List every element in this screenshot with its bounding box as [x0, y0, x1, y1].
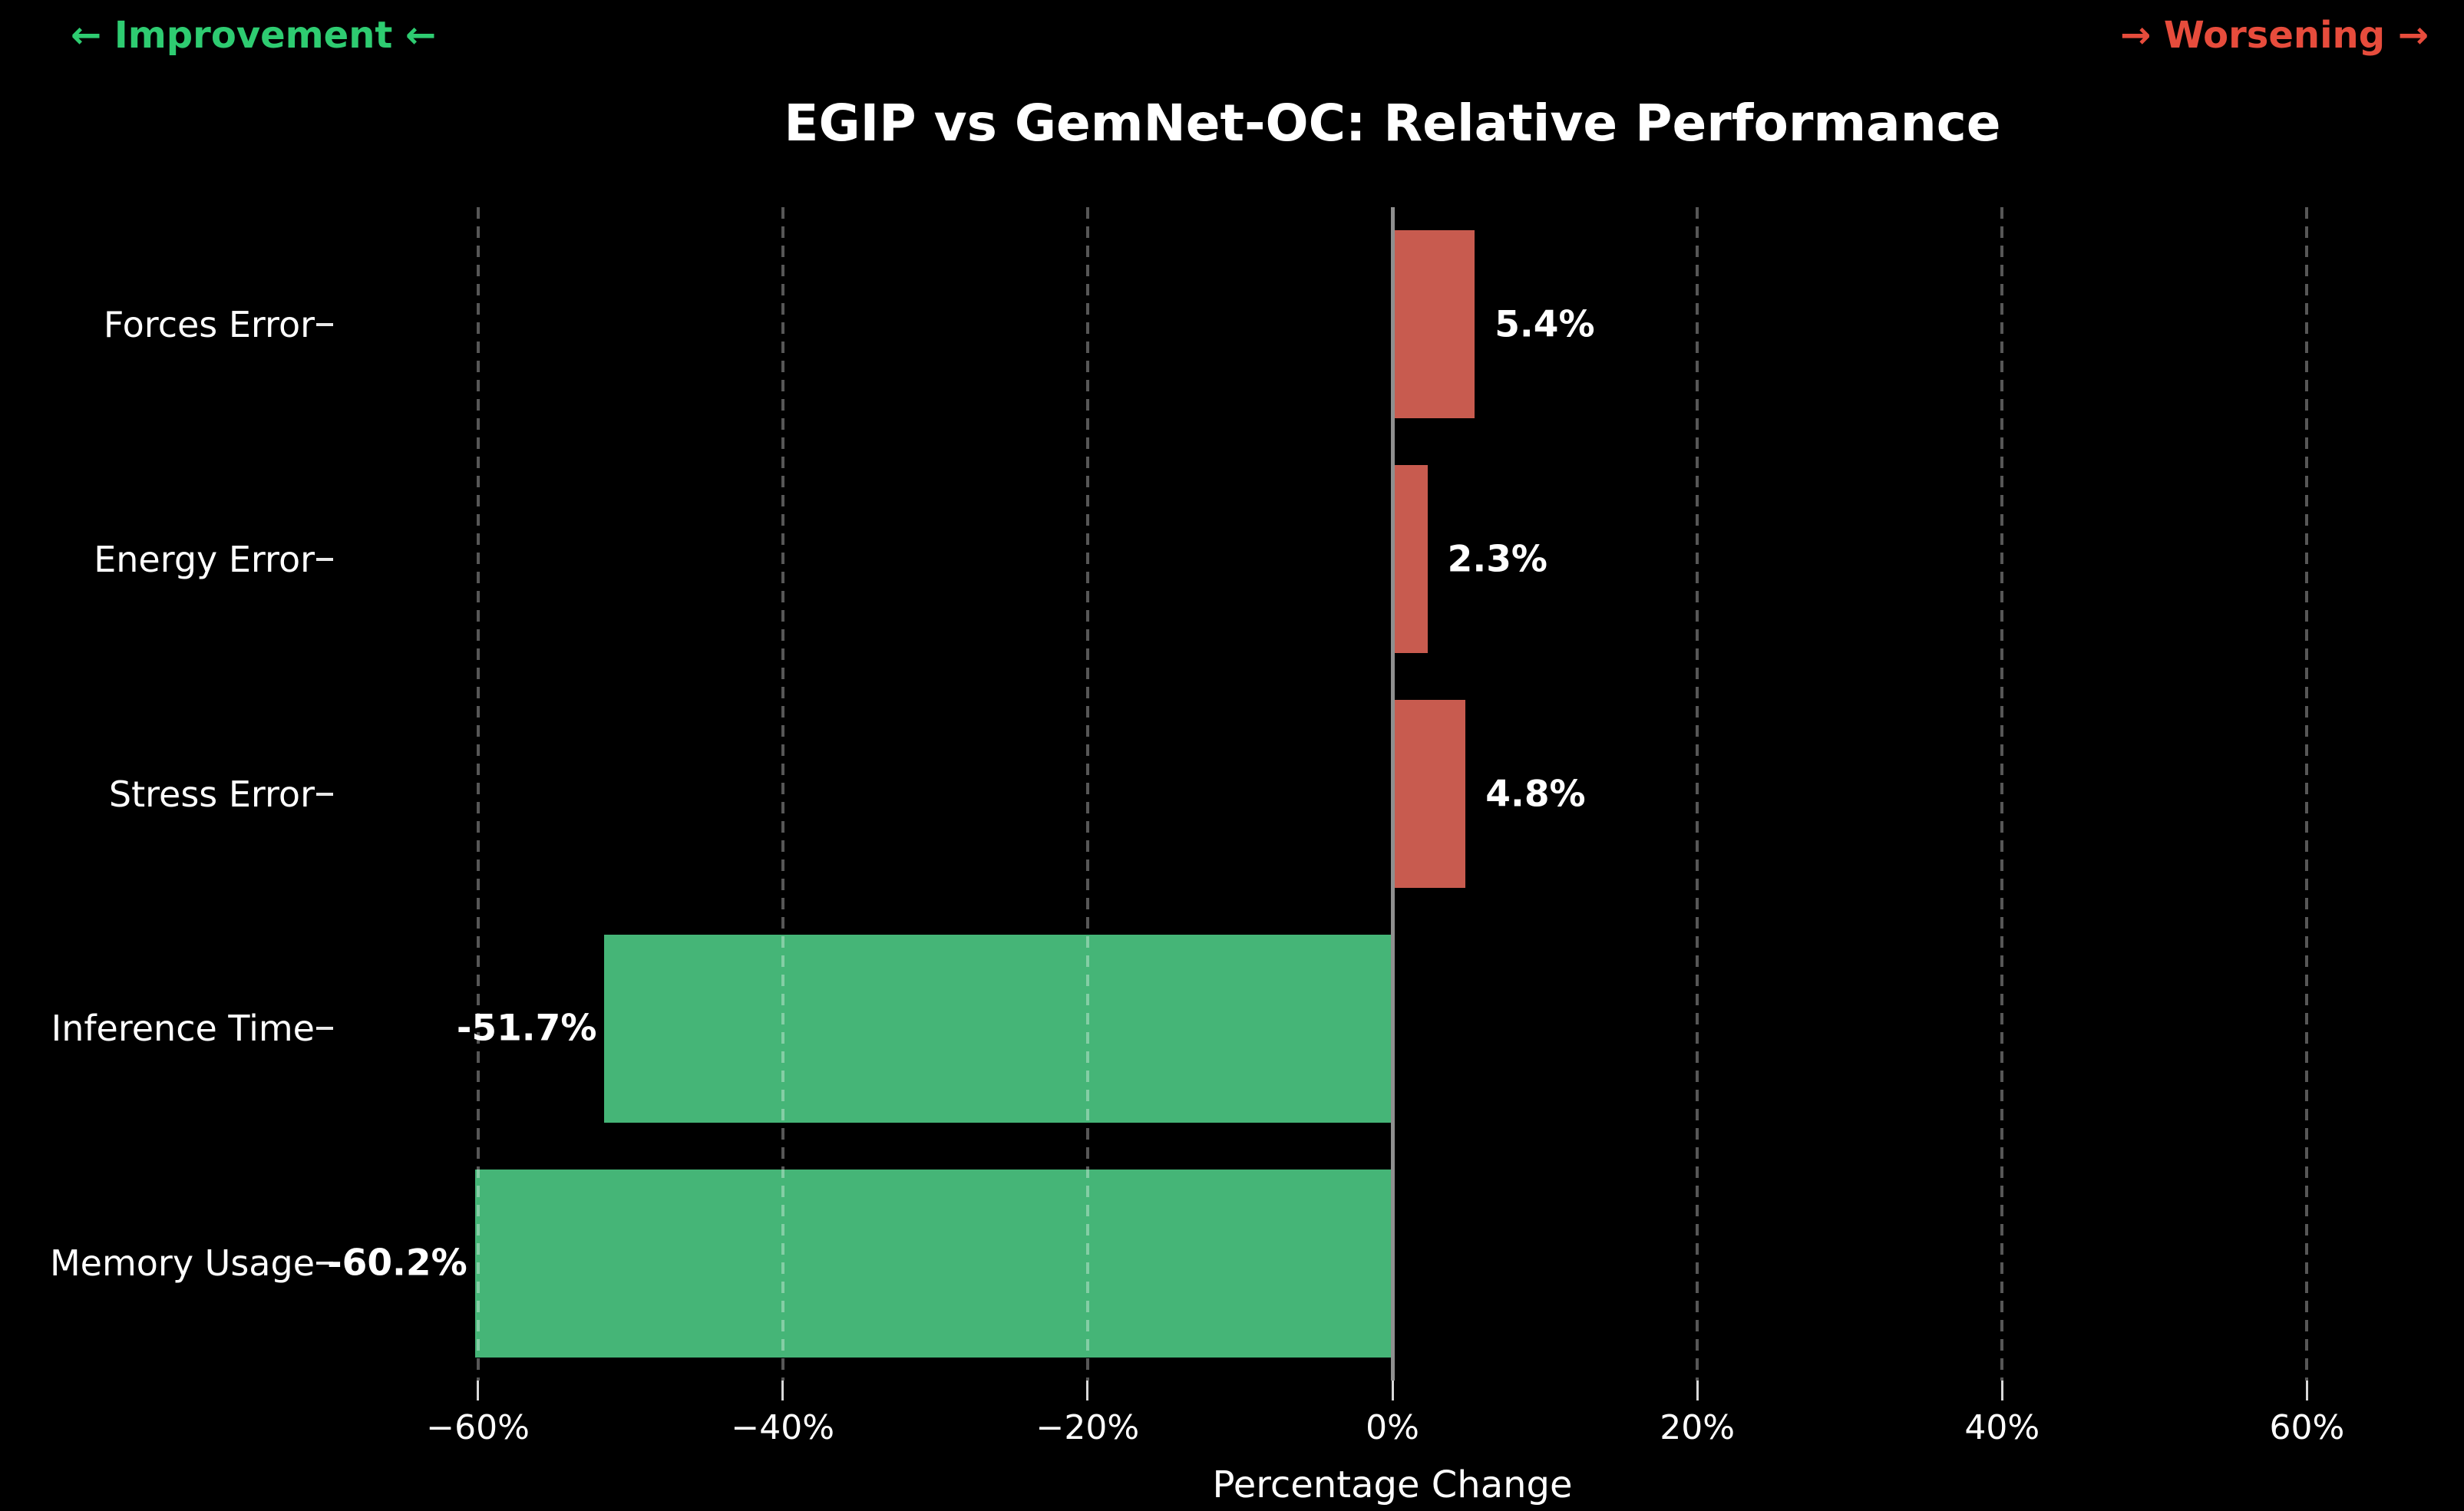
- x-tick-label: −40%: [731, 1408, 835, 1447]
- gridline: [781, 207, 784, 1381]
- value-label: 4.8%: [1485, 773, 1586, 815]
- gridline: [2305, 207, 2309, 1381]
- y-tick-mark: [316, 557, 333, 561]
- y-tick-mark: [316, 1262, 333, 1265]
- x-tick-label: 20%: [1660, 1408, 1736, 1447]
- y-tick-mark: [316, 1027, 333, 1031]
- x-tick-mark: [1086, 1381, 1089, 1400]
- category-label: Stress Error: [108, 773, 315, 815]
- x-tick-mark: [1696, 1381, 1699, 1400]
- x-tick-label: 60%: [2269, 1408, 2345, 1447]
- worsening-annotation: → Worsening →: [2119, 14, 2429, 57]
- bar-energy-error: [1392, 465, 1428, 654]
- bar-forces-error: [1392, 230, 1475, 419]
- x-tick-label: 0%: [1366, 1408, 1419, 1447]
- improvement-annotation: ← Improvement ←: [71, 14, 437, 57]
- value-label: 5.4%: [1495, 303, 1595, 346]
- x-tick-label: −60%: [426, 1408, 530, 1447]
- x-tick-mark: [1391, 1381, 1394, 1400]
- value-label: 2.3%: [1447, 538, 1548, 581]
- bar-stress-error: [1392, 700, 1466, 888]
- y-tick-mark: [316, 322, 333, 326]
- x-tick-mark: [477, 1381, 480, 1400]
- bar-inference-time: [604, 934, 1392, 1123]
- bar-memory-usage: [474, 1169, 1392, 1358]
- category-label: Inference Time: [51, 1008, 315, 1050]
- value-label: -60.2%: [327, 1242, 467, 1285]
- value-label: -51.7%: [456, 1007, 597, 1050]
- x-tick-label: 40%: [1964, 1408, 2040, 1447]
- x-tick-label: −20%: [1035, 1408, 1140, 1447]
- zero-reference-line: [1390, 207, 1395, 1381]
- gridline: [2000, 207, 2004, 1381]
- x-tick-mark: [2305, 1381, 2308, 1400]
- category-label: Forces Error: [103, 303, 315, 345]
- chart-title: EGIP vs GemNet-OC: Relative Performance: [784, 94, 2001, 153]
- category-label: Memory Usage: [49, 1242, 315, 1285]
- gridline: [1085, 207, 1089, 1381]
- gridline: [1696, 207, 1699, 1381]
- y-tick-mark: [316, 792, 333, 796]
- x-tick-mark: [2000, 1381, 2003, 1400]
- category-label: Energy Error: [94, 538, 315, 580]
- x-tick-mark: [781, 1381, 784, 1400]
- gridline: [476, 207, 480, 1381]
- x-axis-label: Percentage Change: [1212, 1463, 1573, 1506]
